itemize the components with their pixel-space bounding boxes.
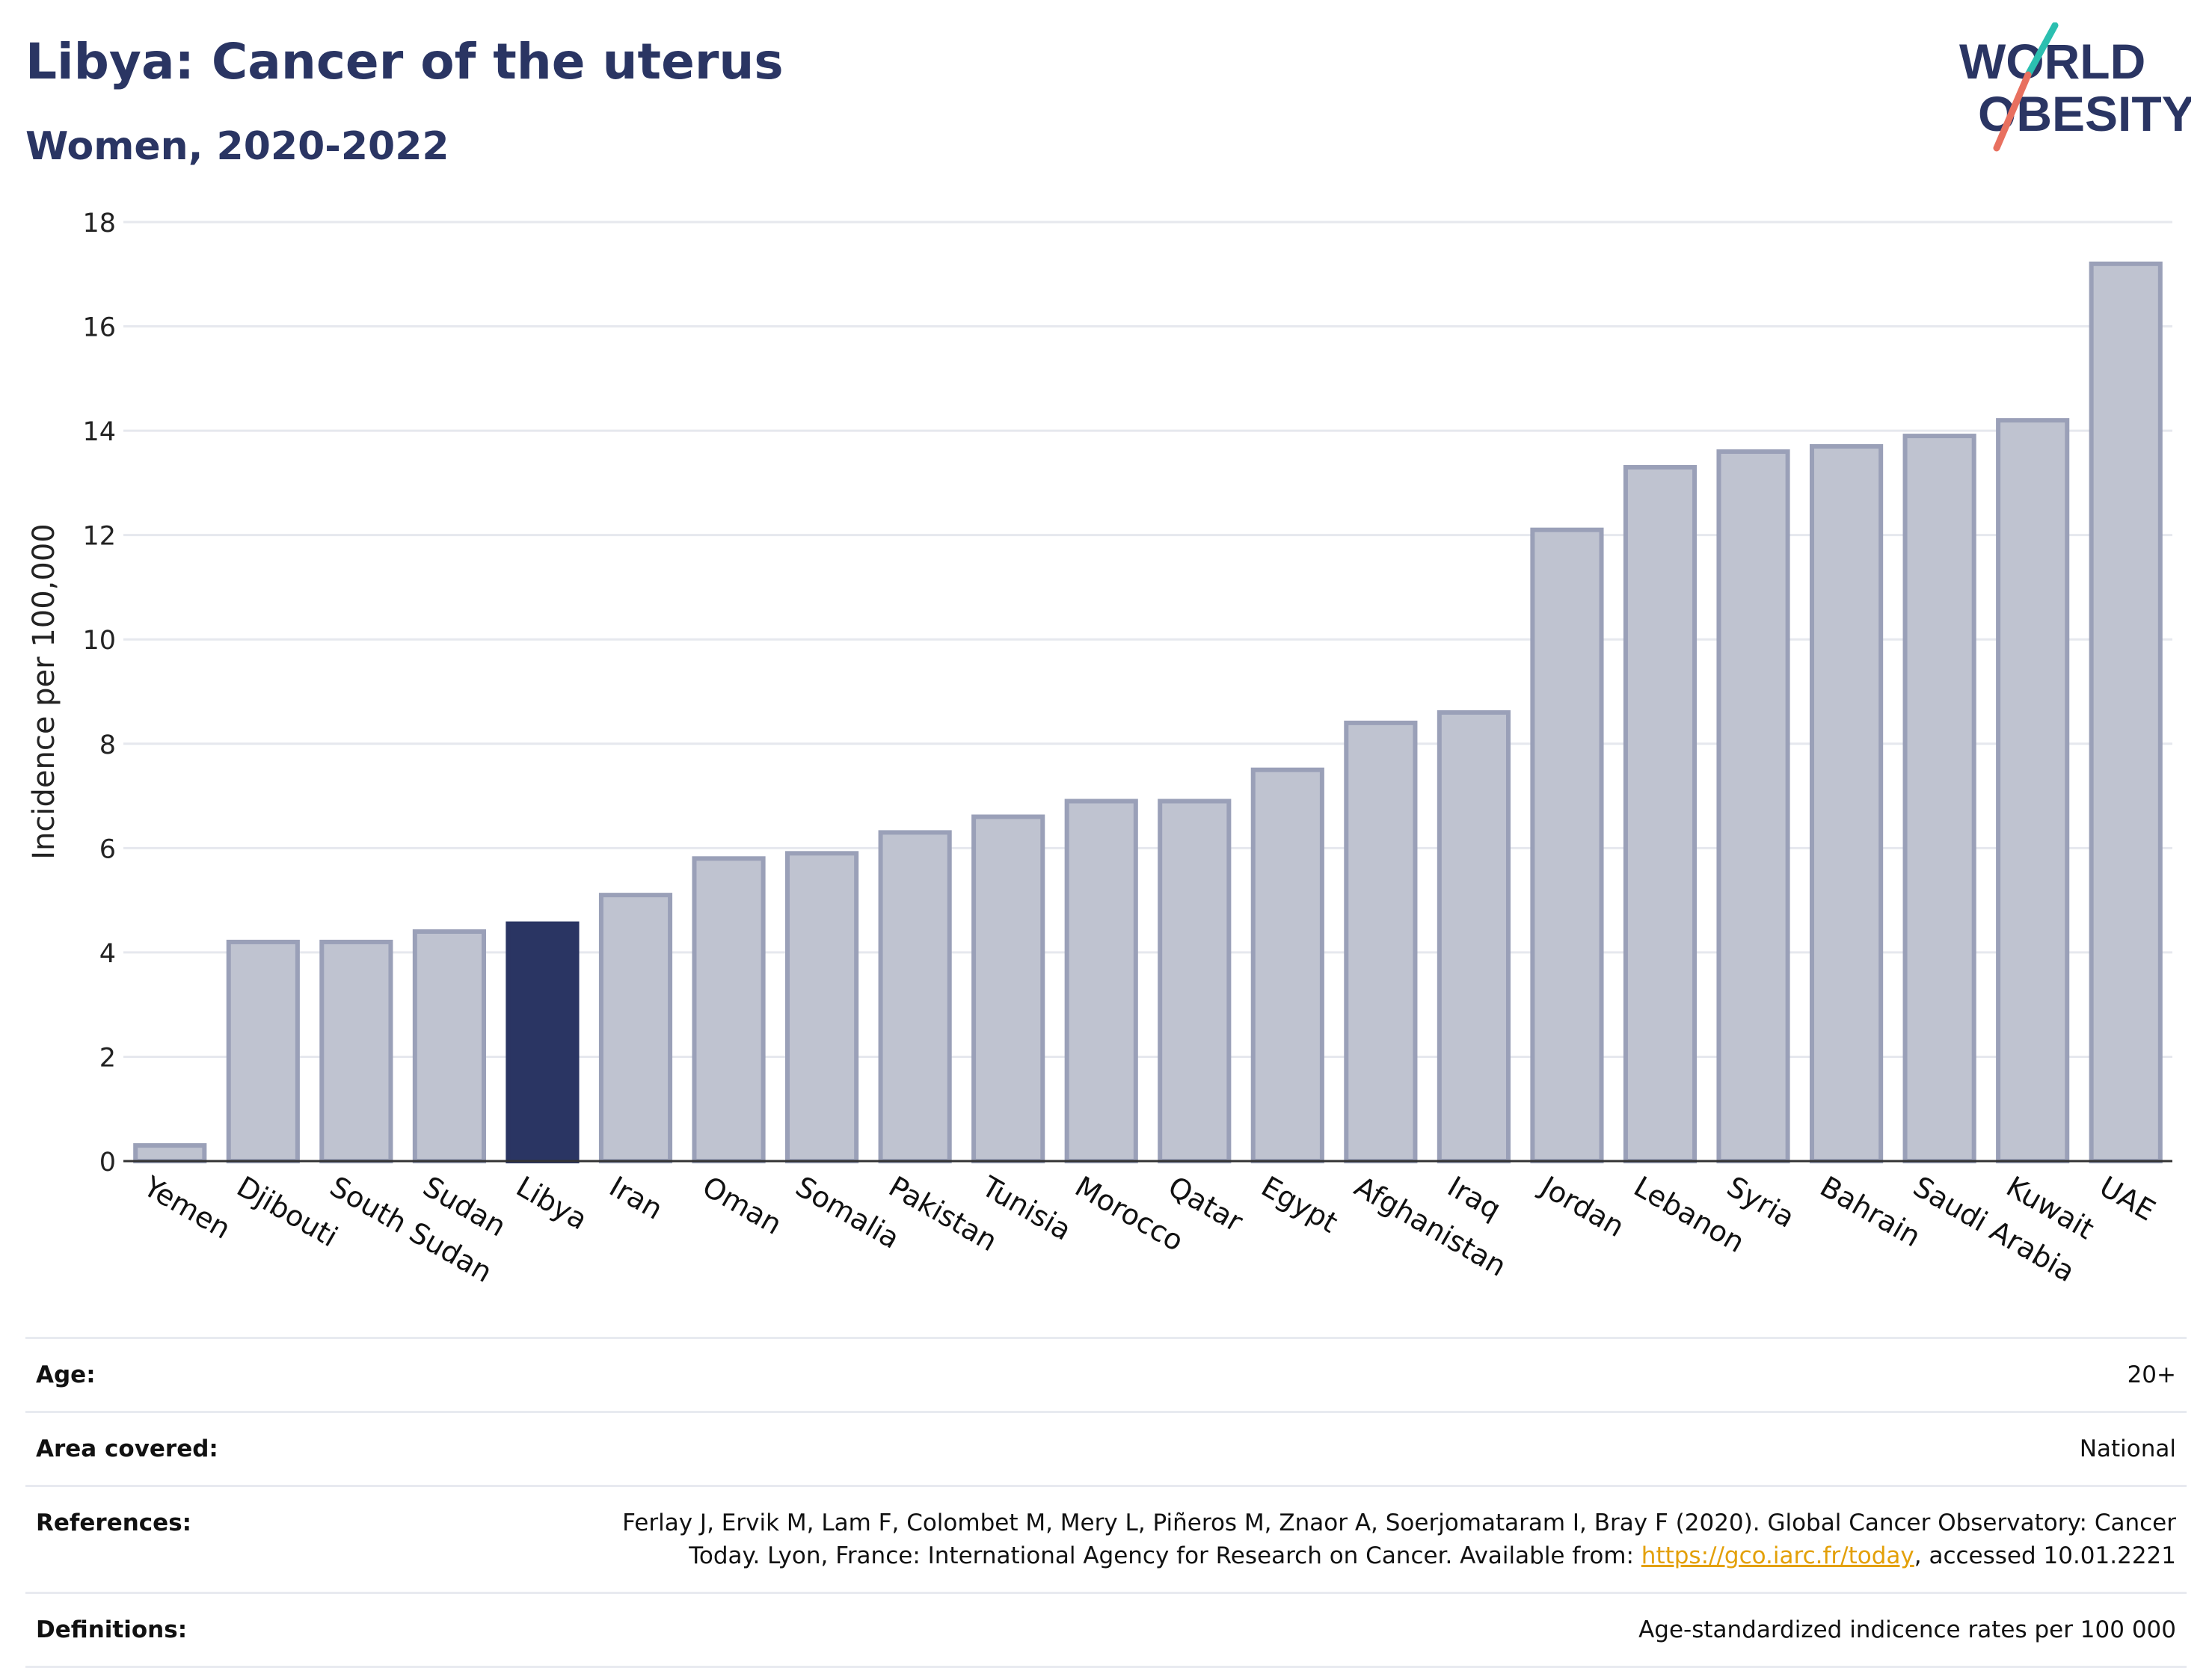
y-tick-label: 12 bbox=[82, 522, 116, 552]
bar-chart: 0 2 4 6 8 10 12 14 16 18 Incidence per 100,000 Yeme… bbox=[27, 209, 2172, 1289]
x-tick-label: Djibouti bbox=[231, 1170, 343, 1254]
bar bbox=[1530, 527, 1604, 1163]
bar bbox=[692, 856, 766, 1164]
bar bbox=[226, 939, 300, 1164]
bar bbox=[133, 1143, 207, 1163]
references-value: Ferlay J, Ervik M, Lam F, Colombet M, Me… bbox=[568, 1507, 2176, 1572]
y-axis-title: Incidence per 100,000 bbox=[27, 523, 61, 860]
info-row-definitions: Definitions: Age-standardized indicence … bbox=[25, 1592, 2187, 1668]
age-label: Age: bbox=[36, 1361, 96, 1388]
bar bbox=[1437, 710, 1511, 1163]
y-tick-label: 0 bbox=[99, 1148, 116, 1178]
bar bbox=[1716, 449, 1790, 1163]
definitions-value: Age-standardized indicence rates per 100… bbox=[1638, 1616, 2176, 1643]
x-tick-label: Egypt bbox=[1256, 1170, 1343, 1240]
bar bbox=[1158, 798, 1232, 1163]
x-tick-label: Bahrain bbox=[1815, 1170, 1926, 1254]
x-tick-label: Yemen bbox=[138, 1169, 236, 1246]
x-tick-label: Libya bbox=[511, 1170, 593, 1237]
logo-slash-teal bbox=[2024, 22, 2059, 79]
definitions-label: Definitions: bbox=[36, 1616, 188, 1643]
bar bbox=[1344, 720, 1418, 1163]
info-row-age: Age: 20+ bbox=[25, 1337, 2187, 1411]
x-tick-label: Jordan bbox=[1534, 1169, 1629, 1244]
references-accessed: , accessed 10.01.2221 bbox=[1914, 1542, 2176, 1569]
bar bbox=[319, 939, 393, 1164]
logo-word-world: WORLD bbox=[1959, 34, 2145, 89]
bar bbox=[1623, 464, 1698, 1163]
logo-slash-coral bbox=[1993, 71, 2032, 152]
world-obesity-logo: WORLD OBESITY bbox=[1959, 22, 2191, 152]
y-tick-label: 16 bbox=[82, 313, 116, 343]
area-value: National bbox=[2079, 1435, 2176, 1462]
bar bbox=[1996, 418, 2070, 1163]
area-label: Area covered: bbox=[36, 1435, 218, 1462]
bar bbox=[785, 851, 859, 1164]
references-label: References: bbox=[36, 1509, 192, 1536]
y-tick-label: 6 bbox=[99, 834, 116, 864]
x-tick-label: Oman bbox=[697, 1170, 787, 1241]
y-tick-label: 10 bbox=[82, 626, 116, 656]
y-tick-label: 2 bbox=[99, 1043, 116, 1073]
x-tick-label: Iran bbox=[604, 1170, 669, 1226]
references-link[interactable]: https://gco.iarc.fr/today bbox=[1641, 1542, 1914, 1569]
bar bbox=[1810, 444, 1884, 1163]
y-tick-label: 14 bbox=[82, 417, 116, 447]
y-tick-label: 8 bbox=[99, 730, 116, 760]
info-table: Age: 20+ Area covered: National Referenc… bbox=[25, 1337, 2187, 1668]
x-tick-label: UAE bbox=[2094, 1170, 2160, 1228]
x-tick-label: Somalia bbox=[790, 1170, 906, 1255]
x-tick-label: Iraq bbox=[1442, 1170, 1506, 1226]
bar bbox=[971, 814, 1045, 1163]
info-row-references: References: Ferlay J, Ervik M, Lam F, Co… bbox=[25, 1485, 2187, 1592]
y-tick-label: 4 bbox=[99, 939, 116, 969]
info-row-area: Area covered: National bbox=[25, 1411, 2187, 1485]
bar bbox=[412, 929, 486, 1163]
references-text: Ferlay J, Ervik M, Lam F, Colombet M, Me… bbox=[622, 1509, 2176, 1569]
bar bbox=[1064, 798, 1138, 1163]
bar bbox=[598, 893, 673, 1163]
chart-title: Libya: Cancer of the uterus bbox=[25, 33, 784, 90]
bar bbox=[1250, 767, 1324, 1163]
y-tick-label: 18 bbox=[82, 209, 116, 238]
bar bbox=[878, 830, 952, 1164]
bar-highlight bbox=[506, 921, 580, 1163]
bar bbox=[1902, 434, 1976, 1163]
chart-subtitle: Women, 2020-2022 bbox=[25, 124, 449, 169]
age-value: 20+ bbox=[2127, 1361, 2176, 1388]
bar bbox=[2089, 261, 2163, 1163]
